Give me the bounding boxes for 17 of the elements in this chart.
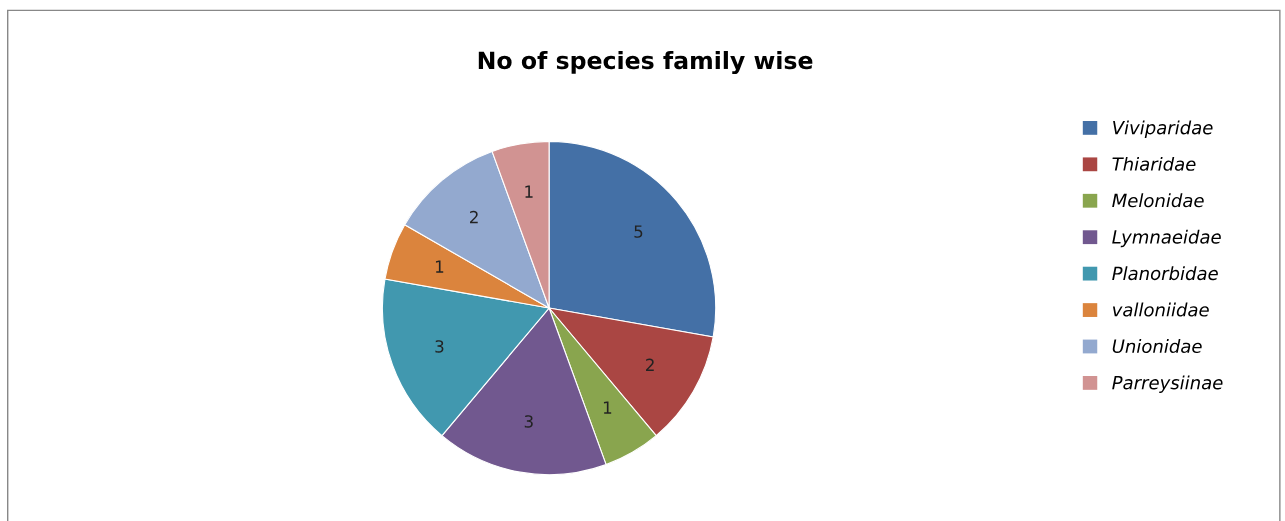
legend-label: Viviparidae [1113, 120, 1213, 138]
legend-label: Melonidae [1112, 193, 1204, 208]
chart-title: No of species family wise [478, 51, 813, 75]
data-label: 3 [524, 415, 533, 428]
data-label: 1 [525, 185, 533, 198]
data-label: 3 [435, 340, 444, 353]
legend-label: Thiaridae [1112, 156, 1196, 171]
data-label: 5 [634, 225, 643, 238]
data-label: 1 [435, 260, 444, 273]
legend-label: Lymnaeidae [1112, 229, 1221, 248]
legend-label: Unionidae [1112, 339, 1202, 354]
data-label: 2 [470, 210, 478, 224]
data-label: 2 [646, 358, 654, 371]
legend-label: Parreysiinae [1112, 375, 1223, 393]
legend-label: Planorbidae [1112, 266, 1218, 281]
data-label: 1 [603, 401, 612, 414]
legend-label: valloniidae [1112, 302, 1209, 317]
